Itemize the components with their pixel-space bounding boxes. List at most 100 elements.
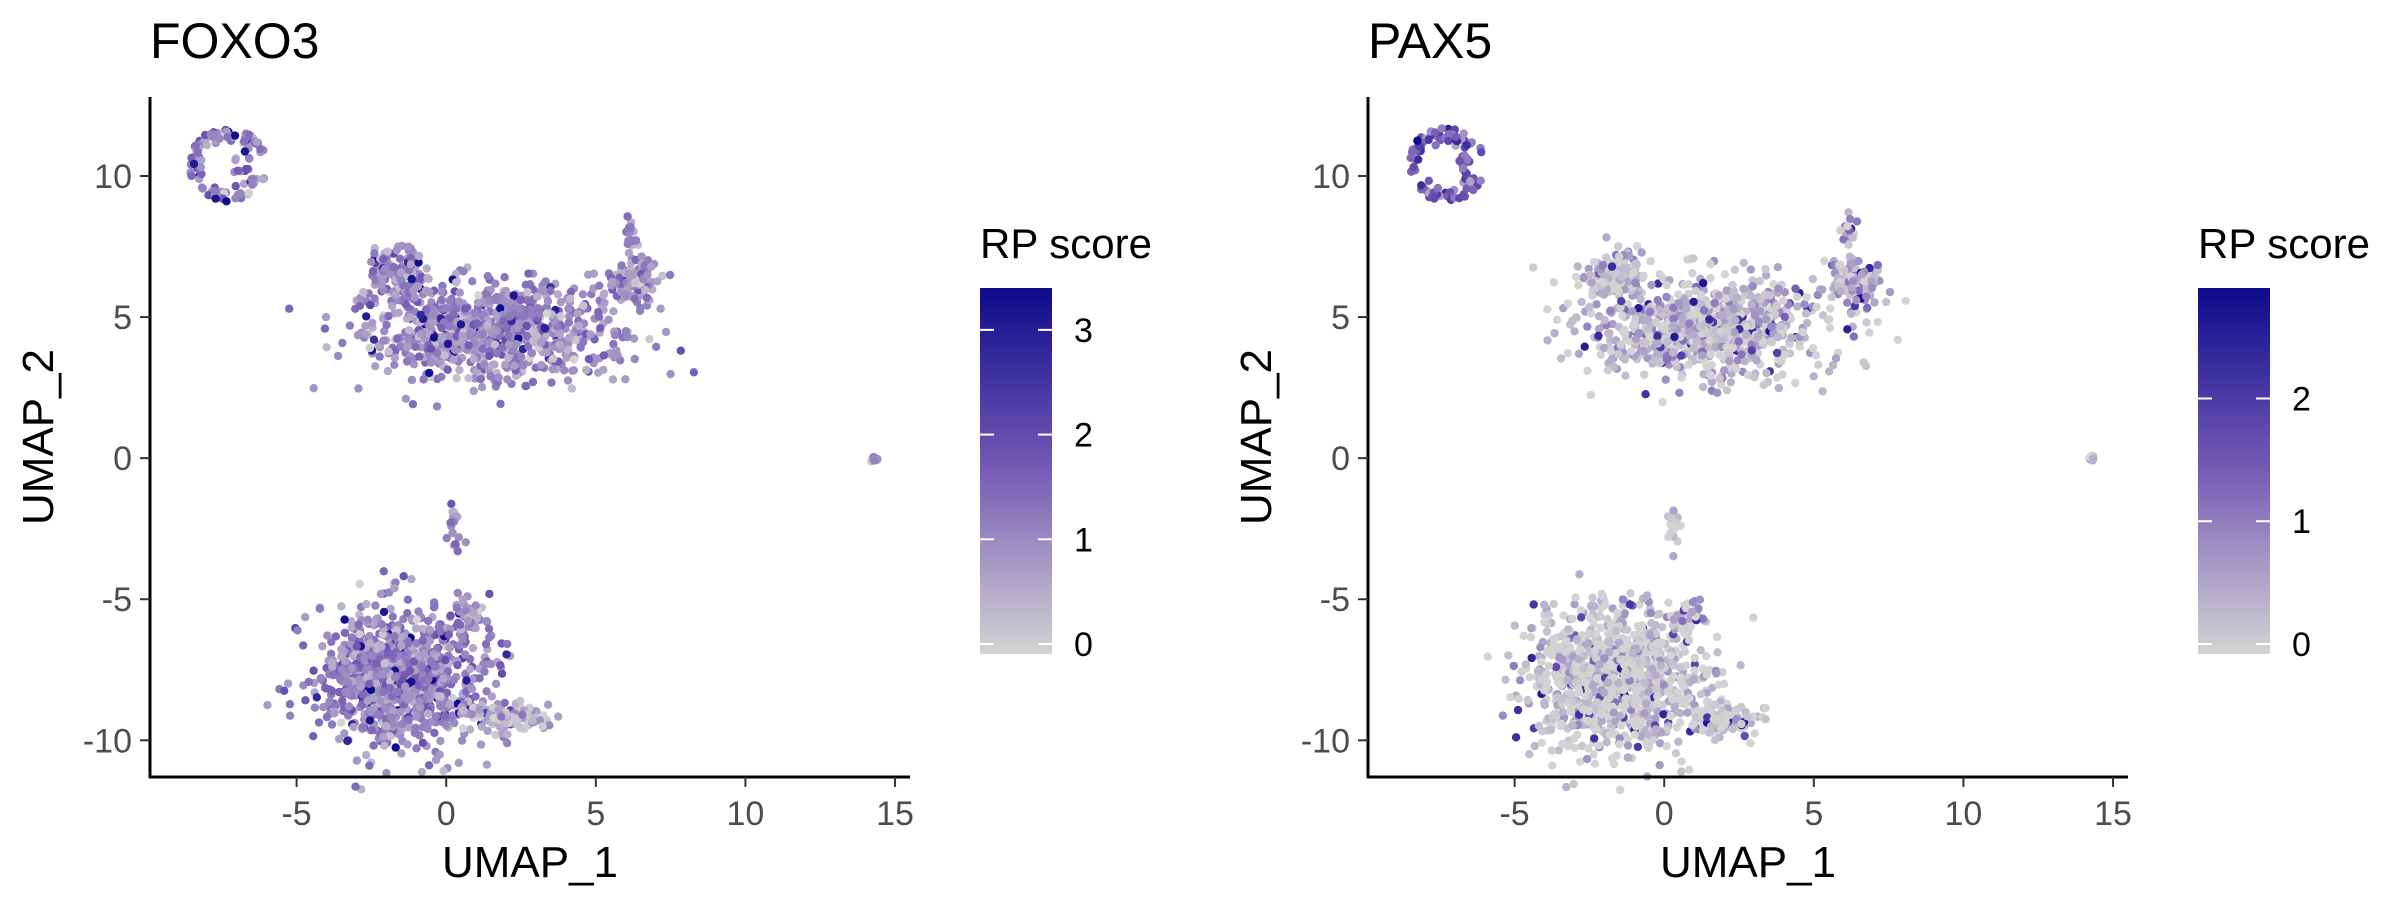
cell-point [1498, 711, 1508, 720]
cell-point [388, 651, 398, 660]
cell-point [412, 744, 421, 753]
cell-point [1600, 315, 1609, 325]
cell-point [467, 684, 477, 693]
cell-point [653, 277, 662, 286]
cell-point [1620, 660, 1629, 670]
cell-point [1691, 286, 1701, 296]
cell-point [347, 664, 356, 673]
cell-point [459, 267, 468, 276]
cell-point [365, 716, 375, 725]
cell-point [689, 368, 699, 377]
cell-point [373, 710, 383, 719]
cell-point [484, 633, 494, 642]
cell-point [1600, 688, 1609, 697]
cell-point [1510, 621, 1519, 630]
cell-point [1630, 630, 1639, 640]
cell-point [516, 295, 526, 305]
cell-point [1571, 593, 1580, 602]
scatter-points [1406, 124, 2098, 795]
cell-point [519, 312, 529, 321]
cell-point [574, 321, 584, 331]
cell-point [1562, 783, 1571, 792]
cell-point [450, 345, 460, 354]
cell-point [621, 290, 631, 300]
cell-point [1737, 719, 1746, 729]
cell-point [1644, 687, 1653, 696]
cell-point [658, 271, 667, 281]
cell-point [1802, 318, 1812, 328]
cell-point [425, 368, 434, 378]
cell-point [481, 289, 490, 299]
cell-point [469, 608, 478, 617]
cell-point [343, 736, 352, 746]
cell-point [427, 685, 437, 694]
cell-point [1674, 694, 1684, 703]
cell-point [244, 188, 254, 198]
cell-point [456, 620, 465, 629]
cell-point [423, 691, 432, 700]
cell-point [586, 330, 595, 339]
cell-point [1691, 712, 1701, 722]
cell-point [355, 579, 364, 589]
cell-point [189, 159, 199, 169]
cell-point [1753, 332, 1763, 341]
cell-point [484, 624, 494, 633]
y-tick-label: -10 [1301, 722, 1350, 760]
cell-point [1772, 348, 1782, 358]
cell-point [301, 612, 310, 622]
cell-point [448, 693, 457, 703]
cell-point [1774, 383, 1784, 393]
cell-point [385, 732, 395, 741]
cell-point [510, 361, 519, 370]
cell-point [1523, 695, 1533, 705]
cell-point [1640, 678, 1649, 687]
cell-point [454, 533, 463, 542]
cell-point [396, 275, 405, 284]
cell-point [1549, 278, 1559, 287]
cell-point [1710, 700, 1720, 709]
cell-point [1845, 252, 1855, 261]
cell-point [1690, 660, 1700, 669]
cell-point [448, 528, 457, 538]
cell-point [370, 249, 379, 258]
cell-point [432, 402, 442, 411]
cell-point [555, 340, 564, 350]
cell-point [1854, 256, 1863, 266]
cell-point [1711, 342, 1721, 351]
cell-point [1651, 671, 1660, 680]
cell-point [204, 190, 213, 200]
cell-point [1882, 297, 1891, 307]
cell-point [1574, 281, 1583, 290]
cell-point [1761, 714, 1770, 724]
cell-point [1601, 600, 1610, 610]
cell-point [1596, 350, 1606, 359]
cell-point [379, 732, 388, 742]
cell-point [1466, 177, 1475, 186]
cell-point [322, 343, 331, 352]
cell-point [1437, 124, 1447, 133]
cell-point [1802, 292, 1811, 302]
cell-point [1519, 631, 1528, 640]
cell-point [441, 656, 450, 665]
cell-point [1778, 370, 1787, 379]
cell-point [312, 693, 321, 702]
cell-point [329, 670, 338, 680]
cell-point [1699, 320, 1709, 330]
cell-point [323, 631, 332, 640]
cell-point [457, 736, 467, 745]
cell-point [1762, 315, 1771, 324]
cell-point [555, 329, 564, 339]
cell-point [1590, 717, 1599, 726]
cell-point [1843, 298, 1852, 307]
cell-point [397, 749, 406, 758]
cell-point [431, 662, 440, 671]
cell-point [1695, 595, 1705, 604]
cell-point [233, 190, 243, 199]
cell-point [1595, 660, 1604, 669]
cell-point [1696, 690, 1706, 699]
cell-point [391, 347, 400, 356]
cell-point [1669, 506, 1678, 515]
